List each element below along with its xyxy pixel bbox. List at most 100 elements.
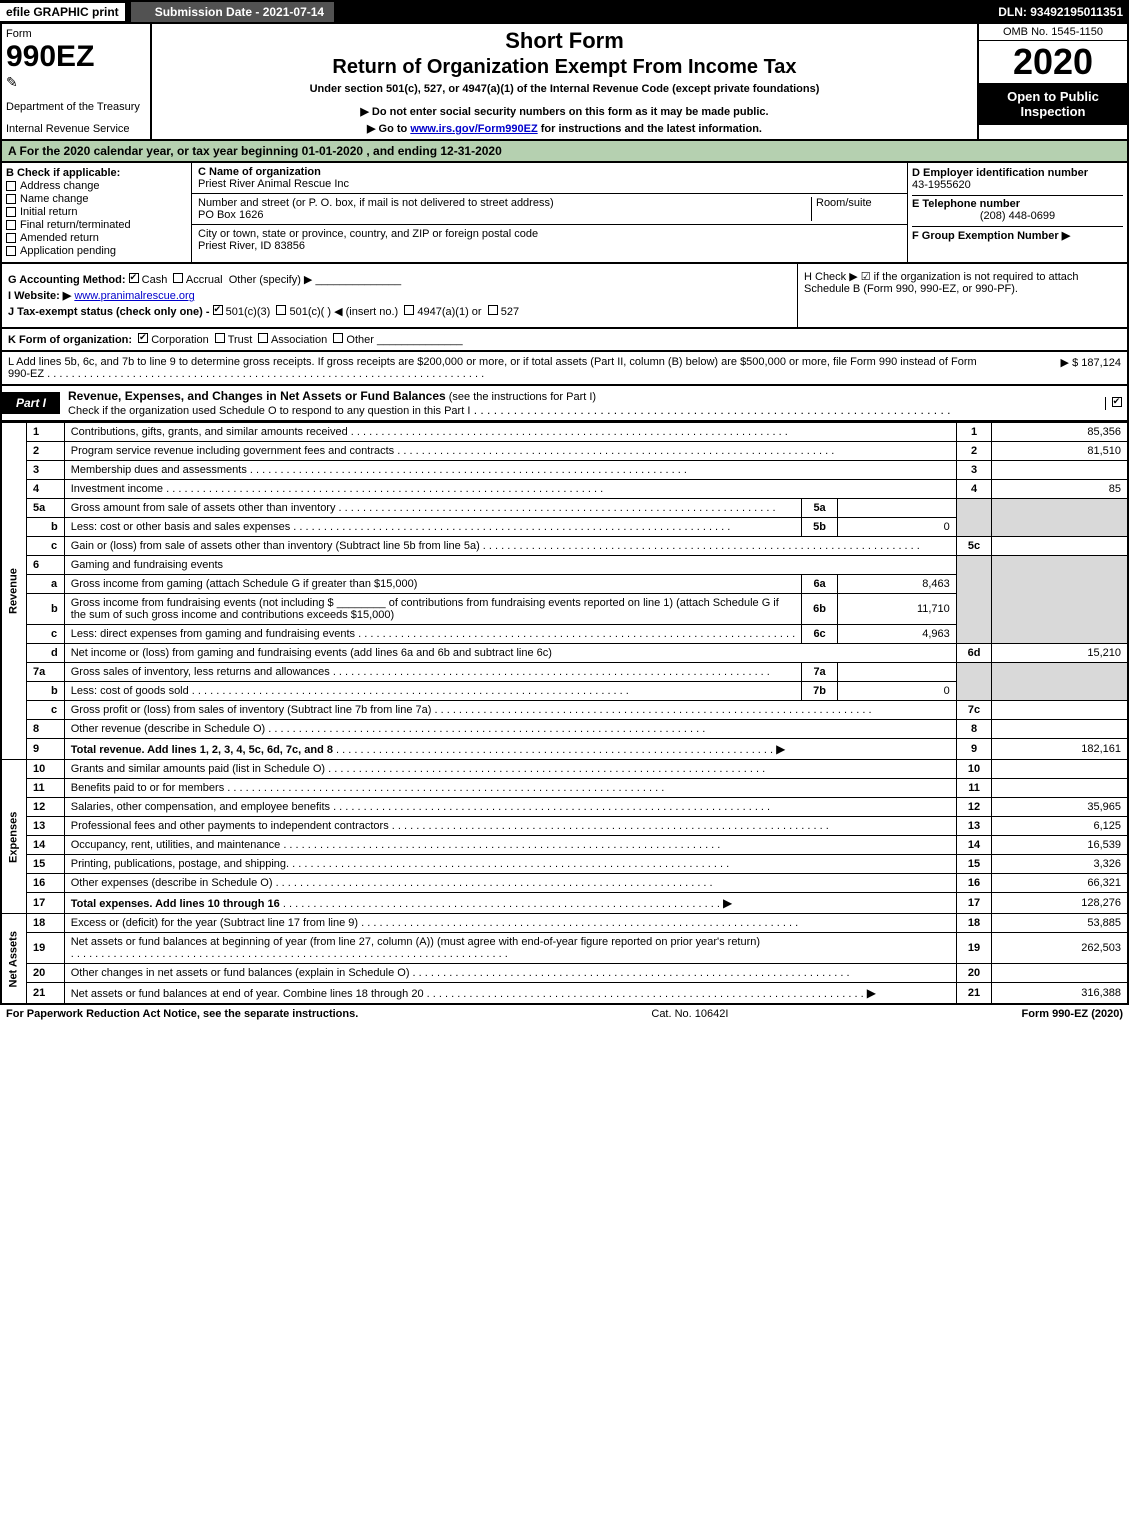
form-label: Form: [6, 28, 146, 40]
revenue-label: Revenue: [1, 423, 27, 760]
d-ein-label: D Employer identification number: [912, 167, 1123, 179]
amt-6d: 15,210: [992, 644, 1128, 663]
amt-4: 85: [992, 480, 1128, 499]
part1-check-text: Check if the organization used Schedule …: [68, 405, 470, 417]
part1-header: Part I Revenue, Expenses, and Changes in…: [0, 386, 1129, 422]
amt-2: 81,510: [992, 442, 1128, 461]
ein: 43-1955620: [912, 179, 1123, 191]
amt-6c: 4,963: [837, 625, 956, 644]
amt-13: 6,125: [992, 817, 1128, 836]
catalog-number: Cat. No. 10642I: [358, 1008, 1021, 1020]
chk-accrual[interactable]: [173, 273, 183, 283]
dln: DLN: 93492195011351: [998, 5, 1123, 19]
amt-9: 182,161: [992, 739, 1128, 760]
chk-cash[interactable]: [129, 273, 139, 283]
org-city: Priest River, ID 83856: [198, 240, 901, 252]
room-suite-label: Room/suite: [811, 197, 901, 221]
chk-4947[interactable]: [404, 305, 414, 315]
title-return: Return of Organization Exempt From Incom…: [162, 56, 967, 79]
section-ghij: G Accounting Method: Cash Accrual Other …: [0, 264, 1129, 329]
subtitle-ssn: ▶ Do not enter social security numbers o…: [162, 105, 967, 118]
chk-association[interactable]: [258, 333, 268, 343]
subtitle-goto: ▶ Go to www.irs.gov/Form990EZ for instru…: [162, 122, 967, 135]
form-header: Form 990EZ ✎ Department of the Treasury …: [0, 24, 1129, 141]
addr-label: Number and street (or P. O. box, if mail…: [198, 197, 811, 209]
amt-6b: 11,710: [837, 594, 956, 625]
form-ref: Form 990-EZ (2020): [1022, 1008, 1123, 1020]
submission-date: Submission Date - 2021-07-14: [131, 2, 334, 22]
amt-1: 85,356: [992, 423, 1128, 442]
amt-17: 128,276: [992, 893, 1128, 914]
amt-16: 66,321: [992, 874, 1128, 893]
section-c: C Name of organization Priest River Anim…: [192, 163, 907, 262]
expenses-label: Expenses: [1, 760, 27, 914]
chk-amended[interactable]: [6, 233, 16, 243]
h-text: H Check ▶ ☑ if the organization is not r…: [804, 271, 1079, 295]
c-name-label: C Name of organization: [198, 166, 901, 178]
i-website: I Website: ▶ www.pranimalrescue.org: [8, 289, 791, 302]
chk-schedule-o[interactable]: [1112, 397, 1122, 407]
chk-501c[interactable]: [276, 305, 286, 315]
amt-5c: [992, 537, 1128, 556]
chk-address-change[interactable]: [6, 181, 16, 191]
amt-5b: 0: [837, 518, 956, 537]
part1-table: Revenue 1 Contributions, gifts, grants, …: [0, 422, 1129, 1005]
amt-21: 316,388: [992, 983, 1128, 1005]
chk-corporation[interactable]: [138, 333, 148, 343]
amt-6a: 8,463: [837, 575, 956, 594]
chk-name-change[interactable]: [6, 194, 16, 204]
amt-11: [992, 779, 1128, 798]
tax-year: 2020: [979, 41, 1127, 83]
amt-19: 262,503: [992, 933, 1128, 964]
l-amount: ▶ $ 187,124: [1001, 356, 1121, 380]
section-h: H Check ▶ ☑ if the organization is not r…: [797, 264, 1127, 327]
part1-title: Revenue, Expenses, and Changes in Net As…: [68, 389, 446, 403]
f-group-label: F Group Exemption Number ▶: [912, 226, 1123, 242]
website-link[interactable]: www.pranimalrescue.org: [74, 290, 194, 302]
amt-10: [992, 760, 1128, 779]
l-text: L Add lines 5b, 6c, and 7b to line 9 to …: [8, 356, 1001, 380]
org-address: PO Box 1626: [198, 209, 811, 221]
row-a-tax-year: A For the 2020 calendar year, or tax yea…: [0, 141, 1129, 163]
amt-14: 16,539: [992, 836, 1128, 855]
chk-initial-return[interactable]: [6, 207, 16, 217]
telephone: (208) 448-0699: [912, 210, 1123, 222]
chk-application-pending[interactable]: [6, 246, 16, 256]
e-tel-label: E Telephone number: [912, 195, 1123, 210]
org-name: Priest River Animal Rescue Inc: [198, 178, 901, 190]
amt-15: 3,326: [992, 855, 1128, 874]
amt-5a: [837, 499, 956, 518]
chk-final-return[interactable]: [6, 220, 16, 230]
amt-3: [992, 461, 1128, 480]
g-accounting: G Accounting Method: Cash Accrual Other …: [8, 273, 791, 286]
irs: Internal Revenue Service: [6, 123, 146, 135]
irs-link[interactable]: www.irs.gov/Form990EZ: [410, 123, 537, 135]
chk-527[interactable]: [488, 305, 498, 315]
section-b: B Check if applicable: Address change Na…: [2, 163, 192, 262]
amt-18: 53,885: [992, 914, 1128, 933]
chk-other-org[interactable]: [333, 333, 343, 343]
paperwork-notice: For Paperwork Reduction Act Notice, see …: [6, 1008, 358, 1020]
efile-label: efile GRAPHIC print: [0, 3, 125, 21]
open-to-public: Open to Public Inspection: [979, 83, 1127, 125]
section-bcdef: B Check if applicable: Address change Na…: [0, 163, 1129, 264]
amt-7b: 0: [837, 682, 956, 701]
j-tax-exempt: J Tax-exempt status (check only one) - 5…: [8, 305, 791, 318]
subtitle-section: Under section 501(c), 527, or 4947(a)(1)…: [162, 83, 967, 95]
row-k: K Form of organization: Corporation Trus…: [0, 329, 1129, 352]
amt-20: [992, 964, 1128, 983]
amt-12: 35,965: [992, 798, 1128, 817]
chk-trust[interactable]: [215, 333, 225, 343]
row-l: L Add lines 5b, 6c, and 7b to line 9 to …: [0, 352, 1129, 386]
section-def: D Employer identification number 43-1955…: [907, 163, 1127, 262]
page-footer: For Paperwork Reduction Act Notice, see …: [0, 1005, 1129, 1023]
part1-tag: Part I: [2, 392, 60, 414]
chk-501c3[interactable]: [213, 305, 223, 315]
city-label: City or town, state or province, country…: [198, 228, 901, 240]
amt-8: [992, 720, 1128, 739]
title-short-form: Short Form: [162, 28, 967, 54]
top-bar: efile GRAPHIC print Submission Date - 20…: [0, 0, 1129, 24]
amt-7a: [837, 663, 956, 682]
omb-number: OMB No. 1545-1150: [979, 24, 1127, 41]
b-title: B Check if applicable:: [6, 167, 187, 179]
